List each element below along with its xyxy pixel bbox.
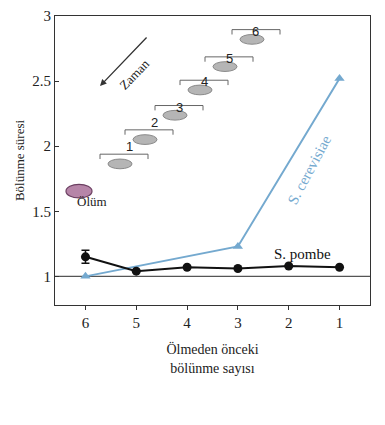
svg-text:1: 1 (44, 269, 52, 285)
svg-text:S. pombe: S. pombe (274, 246, 331, 262)
svg-text:6: 6 (252, 24, 259, 39)
svg-text:1: 1 (336, 315, 344, 331)
svg-text:1.5: 1.5 (32, 204, 51, 220)
svg-text:3: 3 (176, 100, 183, 115)
svg-text:3: 3 (44, 8, 52, 24)
svg-text:2: 2 (151, 115, 158, 130)
svg-text:2.5: 2.5 (32, 73, 51, 89)
svg-text:2: 2 (44, 138, 52, 154)
svg-text:6: 6 (82, 315, 90, 331)
svg-text:Bölünme süresi: Bölünme süresi (12, 119, 27, 201)
svg-text:5: 5 (133, 315, 141, 331)
svg-text:3: 3 (234, 315, 242, 331)
svg-text:Zaman: Zaman (116, 56, 152, 93)
svg-text:5: 5 (226, 51, 233, 66)
svg-text:2: 2 (285, 315, 293, 331)
svg-text:4: 4 (201, 74, 208, 89)
svg-text:S. cerevisiae: S. cerevisiae (284, 132, 334, 207)
svg-text:Ölmeden öncekibölünme sayısı: Ölmeden öncekibölünme sayısı (166, 341, 258, 375)
svg-text:1: 1 (126, 139, 133, 154)
svg-text:Ölüm: Ölüm (77, 194, 107, 209)
svg-text:4: 4 (183, 315, 191, 331)
